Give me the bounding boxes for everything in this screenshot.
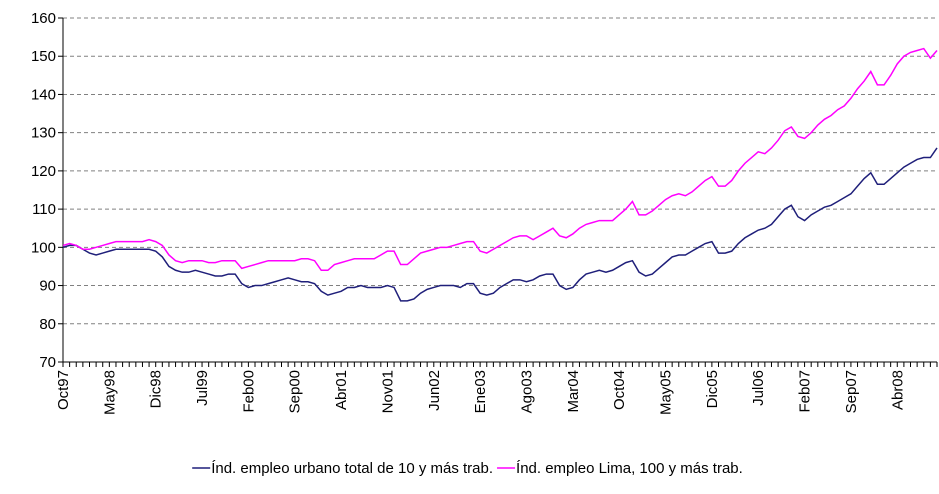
x-tick-label: Oct97: [55, 370, 72, 410]
x-tick-label: Abr01: [333, 370, 350, 410]
x-tick-label: Feb07: [797, 370, 814, 413]
series-line: [62, 147, 938, 302]
x-tick-label: Ago03: [518, 370, 535, 413]
x-tick-label: Jul99: [194, 370, 211, 406]
x-tick-label: Dic98: [148, 370, 165, 408]
x-tick-label: Oct04: [611, 370, 628, 410]
x-tick-label: Jul06: [750, 370, 767, 406]
legend-label: Índ. empleo urbano total de 10 y más tra…: [211, 460, 493, 477]
series-line: [62, 47, 938, 272]
y-tick-label: 130: [31, 125, 56, 142]
x-tick-label: Jun02: [426, 370, 443, 411]
y-tick-label: 140: [31, 86, 56, 103]
x-tick-label: Sep07: [843, 370, 860, 413]
x-tick-label: Nov01: [379, 370, 396, 413]
x-tick-label: Sep00: [287, 370, 304, 413]
x-tick-label: Ene03: [472, 370, 489, 413]
x-tick-label: May05: [658, 370, 675, 415]
y-tick-label: 100: [31, 239, 56, 256]
legend: Índ. empleo urbano total de 10 y más tra…: [192, 460, 743, 477]
y-tick-label: 90: [39, 278, 56, 295]
x-tick-label: Mar04: [565, 370, 582, 413]
x-tick-label: Abr08: [889, 370, 906, 410]
x-tick-label: Dic05: [704, 370, 721, 408]
y-tick-label: 110: [32, 201, 56, 218]
y-tick-label: 120: [31, 163, 56, 180]
y-tick-label: 70: [39, 354, 56, 371]
legend-label: Índ. empleo Lima, 100 y más trab.: [516, 460, 743, 477]
x-tick-label: May98: [101, 370, 118, 415]
y-tick-label: 160: [31, 10, 56, 27]
y-tick-label: 80: [39, 316, 56, 333]
x-tick-label: Feb00: [240, 370, 257, 413]
y-tick-label: 150: [31, 48, 56, 65]
